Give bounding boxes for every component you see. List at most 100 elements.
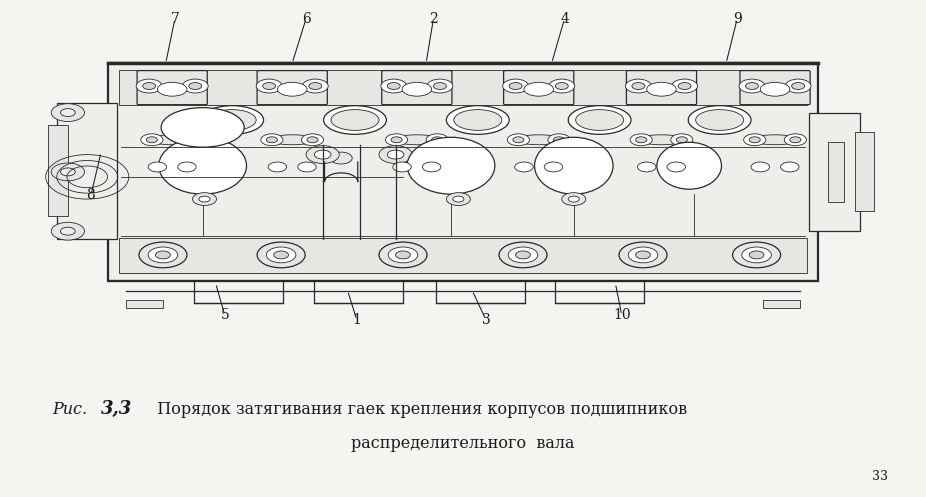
- Circle shape: [136, 79, 162, 93]
- Circle shape: [630, 134, 652, 146]
- Circle shape: [513, 137, 524, 143]
- Bar: [47, 125, 68, 216]
- Text: 2: 2: [429, 12, 438, 26]
- Circle shape: [678, 83, 691, 89]
- Ellipse shape: [534, 137, 613, 194]
- Circle shape: [548, 134, 570, 146]
- Bar: [119, 70, 807, 105]
- Circle shape: [792, 83, 805, 89]
- Text: 33: 33: [871, 470, 888, 483]
- Ellipse shape: [524, 83, 554, 96]
- Circle shape: [544, 162, 563, 172]
- Bar: [126, 300, 163, 308]
- Circle shape: [739, 79, 765, 93]
- Circle shape: [263, 83, 276, 89]
- Circle shape: [141, 134, 163, 146]
- Circle shape: [749, 137, 760, 143]
- Circle shape: [790, 137, 801, 143]
- Circle shape: [635, 137, 646, 143]
- Circle shape: [515, 162, 533, 172]
- Circle shape: [388, 247, 418, 263]
- FancyBboxPatch shape: [137, 71, 207, 105]
- Ellipse shape: [657, 142, 721, 189]
- Circle shape: [181, 134, 204, 146]
- Bar: [56, 103, 117, 239]
- Bar: [763, 300, 800, 308]
- Circle shape: [182, 79, 208, 93]
- Ellipse shape: [267, 135, 318, 145]
- Circle shape: [433, 83, 446, 89]
- Circle shape: [784, 134, 807, 146]
- Ellipse shape: [402, 83, 432, 96]
- Circle shape: [261, 134, 283, 146]
- Circle shape: [274, 251, 289, 259]
- Circle shape: [156, 251, 170, 259]
- Circle shape: [139, 242, 187, 268]
- Circle shape: [508, 247, 538, 263]
- Circle shape: [742, 247, 771, 263]
- Circle shape: [387, 83, 400, 89]
- Circle shape: [676, 137, 687, 143]
- Circle shape: [499, 242, 547, 268]
- Circle shape: [51, 163, 84, 181]
- Text: 3,3: 3,3: [101, 400, 132, 418]
- Ellipse shape: [392, 135, 443, 145]
- Circle shape: [432, 137, 443, 143]
- Circle shape: [314, 150, 331, 159]
- Circle shape: [628, 247, 657, 263]
- Circle shape: [148, 162, 167, 172]
- Circle shape: [745, 83, 758, 89]
- Circle shape: [257, 242, 306, 268]
- Ellipse shape: [147, 135, 197, 145]
- Circle shape: [635, 251, 650, 259]
- Circle shape: [307, 137, 318, 143]
- FancyBboxPatch shape: [740, 71, 810, 105]
- Ellipse shape: [695, 110, 744, 130]
- Ellipse shape: [201, 106, 264, 134]
- Circle shape: [569, 196, 580, 202]
- Circle shape: [785, 79, 811, 93]
- Circle shape: [60, 109, 75, 116]
- Circle shape: [51, 104, 84, 121]
- Ellipse shape: [446, 106, 509, 134]
- Circle shape: [51, 222, 84, 240]
- Circle shape: [267, 137, 278, 143]
- Text: 4: 4: [560, 12, 569, 26]
- Circle shape: [60, 227, 75, 235]
- Circle shape: [556, 83, 569, 89]
- Circle shape: [509, 83, 522, 89]
- Ellipse shape: [760, 83, 790, 96]
- Circle shape: [269, 162, 287, 172]
- Circle shape: [307, 146, 339, 164]
- Circle shape: [385, 134, 407, 146]
- Circle shape: [422, 162, 441, 172]
- Ellipse shape: [278, 83, 307, 96]
- Circle shape: [60, 168, 75, 176]
- Circle shape: [381, 79, 407, 93]
- FancyBboxPatch shape: [626, 71, 696, 105]
- Bar: [856, 132, 874, 211]
- Ellipse shape: [331, 110, 379, 130]
- Circle shape: [143, 83, 156, 89]
- Circle shape: [178, 162, 196, 172]
- Circle shape: [744, 134, 766, 146]
- Ellipse shape: [157, 83, 187, 96]
- Text: 3: 3: [482, 313, 491, 327]
- Circle shape: [267, 247, 296, 263]
- Circle shape: [391, 137, 402, 143]
- Ellipse shape: [208, 110, 257, 130]
- Circle shape: [298, 162, 316, 172]
- Bar: [119, 238, 807, 273]
- Circle shape: [427, 79, 453, 93]
- Circle shape: [453, 196, 464, 202]
- Text: 7: 7: [170, 12, 180, 26]
- Ellipse shape: [646, 83, 676, 96]
- Circle shape: [749, 251, 764, 259]
- Circle shape: [303, 79, 328, 93]
- Circle shape: [302, 134, 323, 146]
- Circle shape: [670, 134, 693, 146]
- FancyBboxPatch shape: [382, 71, 452, 105]
- Circle shape: [751, 162, 770, 172]
- Ellipse shape: [454, 110, 502, 130]
- Circle shape: [187, 137, 198, 143]
